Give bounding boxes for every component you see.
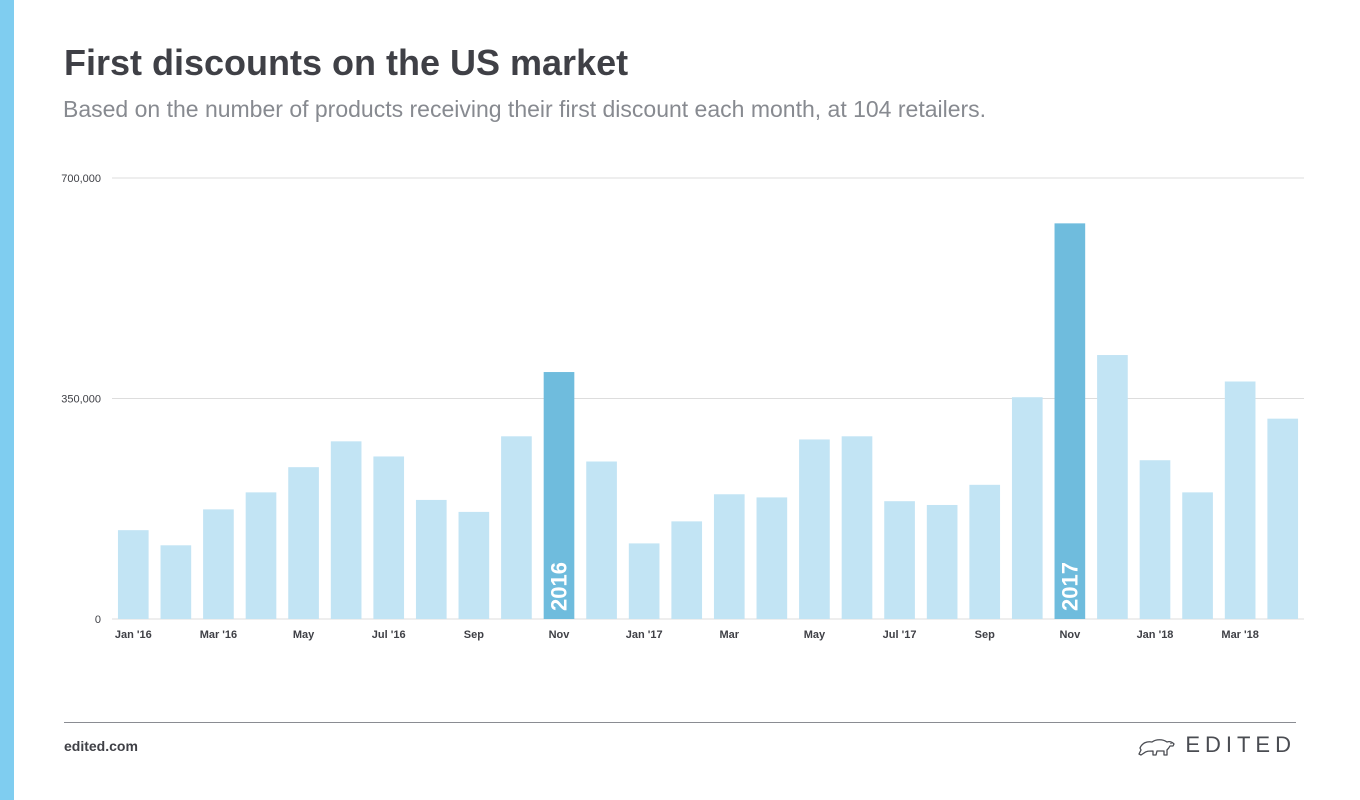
x-tick-label: Mar '18 (1221, 629, 1258, 641)
x-tick-label: Sep (464, 629, 484, 641)
bar-5 (330, 441, 362, 619)
bar-3 (245, 492, 277, 619)
bar-11 (586, 461, 617, 619)
x-tick-label: Jul '17 (883, 629, 917, 641)
bar-8 (458, 511, 490, 619)
highlight-labels: 2016 2017 (547, 562, 1083, 611)
x-tick-label: May (804, 629, 826, 641)
bar-chart: 0 350,000 700,000 Jan '16 Mar '16 May Jul '16… (61, 173, 1304, 641)
x-tick-label: Jan '18 (1137, 629, 1174, 641)
bar-15 (756, 497, 788, 619)
footer-url: edited.com (64, 738, 138, 754)
bar-7 (415, 499, 447, 619)
bar-4 (288, 467, 319, 619)
bar-22 (1054, 223, 1086, 620)
x-tick-label: Jan '16 (115, 629, 152, 641)
bar-21 (1011, 397, 1043, 619)
bar-9 (501, 436, 532, 619)
x-tick-label: Jan '17 (626, 629, 663, 641)
chart-subtitle: Based on the number of products receivin… (63, 96, 987, 122)
x-tick-label: Nov (1059, 629, 1081, 641)
x-tick-label: Mar (720, 629, 740, 641)
bar-0 (117, 530, 149, 619)
bar-6 (373, 456, 405, 619)
bar-2 (203, 509, 234, 619)
bar-13 (671, 521, 703, 619)
y-tick-label: 350,000 (61, 394, 101, 406)
x-tick-label: Sep (975, 629, 995, 641)
y-tick-label: 700,000 (61, 173, 101, 185)
bar-1 (160, 545, 192, 619)
accent-bar (0, 0, 14, 800)
bar-18 (884, 501, 915, 619)
brand-logo: EDITED (1137, 732, 1296, 758)
highlight-year-label: 2016 (547, 562, 572, 611)
bar-24 (1139, 460, 1171, 619)
x-tick-label: Mar '16 (200, 629, 237, 641)
footer-divider (64, 722, 1296, 723)
highlight-year-label: 2017 (1057, 562, 1082, 611)
brand-name: EDITED (1185, 732, 1296, 757)
bar-17 (841, 436, 873, 619)
bar-23 (1097, 355, 1128, 619)
bar-12 (628, 543, 660, 619)
y-axis-ticks: 0 350,000 700,000 (61, 173, 101, 626)
bar-20 (969, 484, 1001, 619)
y-tick-label: 0 (95, 614, 101, 626)
bar-25 (1182, 492, 1213, 619)
bar-14 (713, 494, 745, 619)
x-tick-label: Jul '16 (372, 629, 406, 641)
x-axis-ticks: Jan '16 Mar '16 May Jul '16 Sep Nov Jan '17 Mar… (115, 629, 1259, 641)
bar-26 (1224, 381, 1256, 619)
chart-title: First discounts on the US market (64, 42, 629, 83)
bar-16 (799, 439, 830, 619)
bar-27 (1267, 418, 1299, 619)
bar-10 (543, 372, 575, 619)
x-tick-label: May (293, 629, 315, 641)
x-tick-label: Nov (549, 629, 571, 641)
bar-19 (926, 504, 958, 619)
polar-bear-icon (1138, 739, 1175, 756)
bars (117, 223, 1299, 620)
